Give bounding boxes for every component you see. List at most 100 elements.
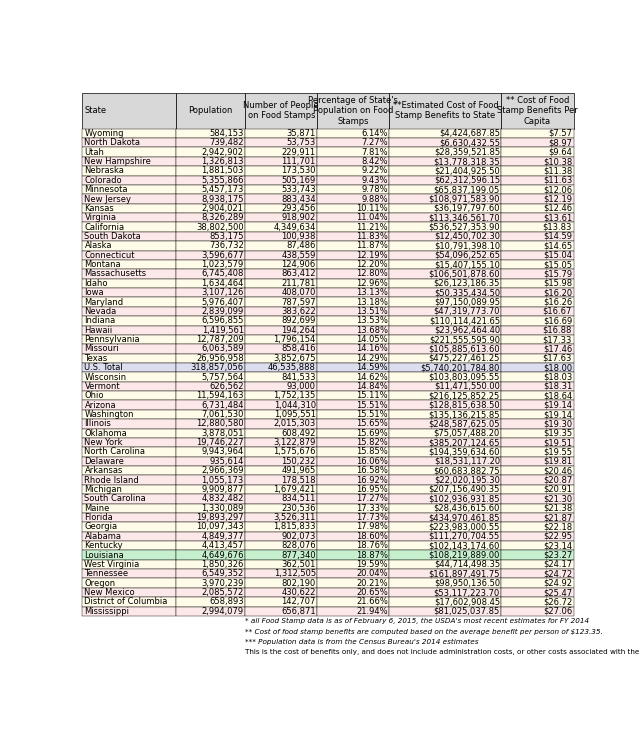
Bar (245, 185, 317, 194)
Bar (317, 485, 389, 495)
Bar (83, 344, 176, 353)
Bar (176, 147, 245, 157)
Bar (176, 93, 245, 128)
Bar (176, 326, 245, 335)
Bar (317, 438, 389, 447)
Bar (502, 578, 573, 588)
Text: 53,753: 53,753 (287, 138, 316, 147)
Bar (502, 326, 573, 335)
Text: $11.63: $11.63 (543, 176, 572, 185)
Bar (176, 588, 245, 597)
Text: $98,950,136.50: $98,950,136.50 (434, 579, 500, 588)
Bar (389, 607, 502, 616)
Bar (389, 250, 502, 260)
Bar (245, 419, 317, 429)
Text: Rhode Island: Rhode Island (84, 476, 140, 485)
Bar (176, 438, 245, 447)
Bar (83, 213, 176, 223)
Bar (176, 447, 245, 456)
Text: $12.19: $12.19 (543, 194, 572, 203)
Text: $97,150,089.95: $97,150,089.95 (434, 297, 500, 306)
Bar (317, 495, 389, 503)
Bar (389, 232, 502, 241)
Text: 87,486: 87,486 (287, 241, 316, 250)
Text: 13.13%: 13.13% (356, 288, 388, 297)
Bar (389, 138, 502, 147)
Text: 14.62%: 14.62% (356, 373, 388, 382)
Bar (176, 522, 245, 532)
Bar (83, 288, 176, 297)
Bar (389, 344, 502, 353)
Text: $21.38: $21.38 (543, 503, 572, 512)
Text: ** Cost of food stamp benefits are computed based on the average benefit per per: ** Cost of food stamp benefits are compu… (245, 628, 603, 635)
Text: $47,319,773.70: $47,319,773.70 (433, 307, 500, 316)
Bar (83, 326, 176, 335)
Text: $15.79: $15.79 (543, 270, 572, 279)
Text: New Jersey: New Jersey (84, 194, 131, 203)
Text: 16.95%: 16.95% (356, 485, 388, 494)
Bar (502, 513, 573, 522)
Bar (176, 260, 245, 269)
Text: 16.58%: 16.58% (356, 466, 388, 475)
Text: $44,714,498.35: $44,714,498.35 (434, 560, 500, 569)
Bar (389, 223, 502, 232)
Text: 1,679,421: 1,679,421 (273, 485, 316, 494)
Bar (317, 167, 389, 176)
Text: 19.59%: 19.59% (356, 560, 388, 569)
Text: $111,270,704.55: $111,270,704.55 (429, 532, 500, 541)
Text: 2,966,369: 2,966,369 (202, 466, 244, 475)
Text: 883,434: 883,434 (281, 194, 316, 203)
Text: California: California (84, 223, 125, 232)
Text: $19.81: $19.81 (543, 457, 572, 466)
Text: 6,731,484: 6,731,484 (202, 400, 244, 409)
Bar (317, 541, 389, 551)
Bar (245, 447, 317, 456)
Text: $12.46: $12.46 (543, 204, 572, 213)
Text: 1,044,310: 1,044,310 (274, 400, 316, 409)
Bar (83, 532, 176, 541)
Text: 17.27%: 17.27% (356, 495, 388, 503)
Text: $24.72: $24.72 (543, 569, 572, 578)
Bar (83, 232, 176, 241)
Text: 408,070: 408,070 (282, 288, 316, 297)
Text: 229,911: 229,911 (282, 148, 316, 157)
Bar (83, 447, 176, 456)
Text: $223,983,000.55: $223,983,000.55 (429, 522, 500, 531)
Text: 11.04%: 11.04% (356, 213, 388, 223)
Bar (389, 522, 502, 532)
Bar (176, 541, 245, 551)
Text: 14.59%: 14.59% (356, 363, 388, 372)
Bar (83, 588, 176, 597)
Text: 173,530: 173,530 (282, 167, 316, 176)
Text: 877,340: 877,340 (281, 551, 316, 560)
Text: 18.76%: 18.76% (356, 541, 388, 551)
Bar (83, 560, 176, 569)
Text: 1,815,833: 1,815,833 (273, 522, 316, 531)
Text: $20.91: $20.91 (543, 485, 572, 494)
Text: 430,622: 430,622 (282, 588, 316, 597)
Text: Number of People
on Food Stamps: Number of People on Food Stamps (243, 101, 319, 120)
Bar (317, 241, 389, 250)
Text: Iowa: Iowa (84, 288, 104, 297)
Bar (83, 578, 176, 588)
Bar (389, 363, 502, 372)
Bar (502, 466, 573, 475)
Bar (83, 382, 176, 391)
Bar (176, 363, 245, 372)
Bar (502, 93, 573, 128)
Bar (389, 157, 502, 167)
Bar (83, 185, 176, 194)
Text: $25.47: $25.47 (543, 588, 572, 597)
Text: 853,175: 853,175 (209, 232, 244, 241)
Text: 533,743: 533,743 (281, 185, 316, 194)
Bar (83, 297, 176, 307)
Bar (176, 128, 245, 138)
Text: $23,962,464.40: $23,962,464.40 (434, 326, 500, 335)
Bar (176, 532, 245, 541)
Text: 4,849,377: 4,849,377 (202, 532, 244, 541)
Text: Arizona: Arizona (84, 400, 116, 409)
Bar (389, 410, 502, 419)
Bar (176, 232, 245, 241)
Bar (245, 400, 317, 410)
Text: 4,349,634: 4,349,634 (273, 223, 316, 232)
